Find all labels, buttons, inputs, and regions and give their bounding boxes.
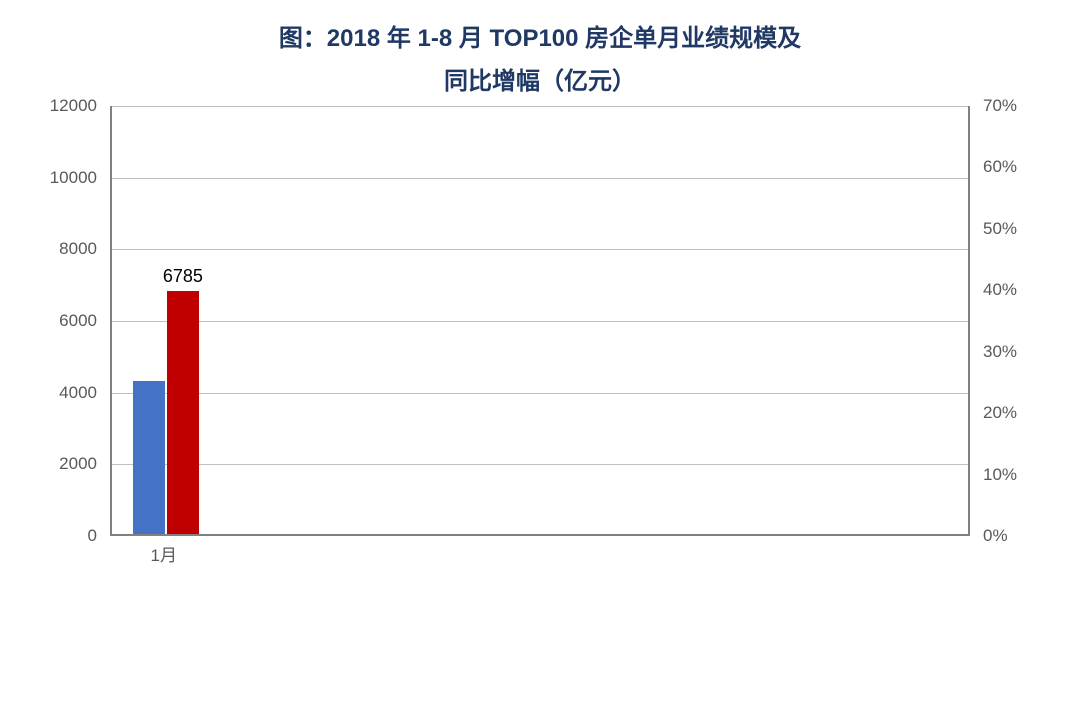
y-left-tick: 8000 [59,239,97,259]
y-right-tick: 70% [983,96,1017,116]
y-left-tick: 10000 [50,168,97,188]
chart-container: 020004000600080001000012000 0%10%20%30%4… [40,106,1040,566]
y-right-tick: 60% [983,157,1017,177]
y-right-tick: 40% [983,280,1017,300]
x-tick: 1月 [151,541,177,566]
y-right-tick: 30% [983,342,1017,362]
y-right-tick: 20% [983,403,1017,423]
bar-2017 [133,381,165,534]
bar-2018 [167,291,199,534]
y-left-tick: 12000 [50,96,97,116]
y-axis-left: 020004000600080001000012000 [40,106,105,536]
y-left-tick: 0 [88,526,97,546]
y-left-tick: 2000 [59,454,97,474]
y-axis-right: 0%10%20%30%40%50%60%70% [975,106,1040,536]
bars-layer: 6785 [112,106,968,534]
x-axis: 1月 [110,538,970,566]
title-line-2: 同比增幅（亿元） [0,61,1080,96]
plot-area: 6785 [110,106,970,536]
y-right-tick: 0% [983,526,1008,546]
y-right-tick: 50% [983,219,1017,239]
title-line-1: 图：2018 年 1-8 月 TOP100 房企单月业绩规模及 [0,18,1080,53]
y-left-tick: 6000 [59,311,97,331]
chart-title: 图：2018 年 1-8 月 TOP100 房企单月业绩规模及 同比增幅（亿元） [0,0,1080,96]
y-right-tick: 10% [983,465,1017,485]
bar-label-2018: 6785 [163,266,203,287]
y-left-tick: 4000 [59,383,97,403]
